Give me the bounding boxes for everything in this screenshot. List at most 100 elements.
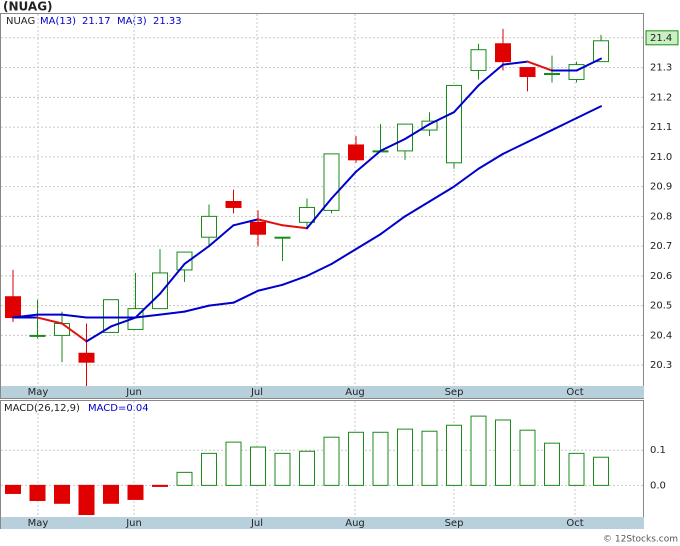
- candle-body: [152, 272, 168, 310]
- ma-line-segment: [232, 289, 259, 304]
- x-tick-label: Sep: [445, 518, 464, 529]
- candle-body: [78, 352, 95, 363]
- ma-line-segment: [330, 170, 357, 200]
- macd-bar: [250, 446, 266, 486]
- legend-label: MA(13): [40, 16, 76, 27]
- macd-bar: [152, 484, 168, 487]
- ma-line-segment: [208, 224, 235, 248]
- candle-body: [519, 67, 536, 77]
- x-tick-label: Jun: [125, 518, 142, 529]
- ma-line-segment: [502, 60, 529, 66]
- candle-body: [225, 200, 242, 208]
- macd-bar: [299, 450, 315, 486]
- y-tick-label: 20.9: [650, 182, 672, 193]
- x-tick-label: May: [28, 387, 49, 398]
- candle-body: [54, 323, 70, 336]
- macd-bar: [274, 452, 291, 486]
- candle-body: [421, 120, 438, 131]
- y-tick-label: 21.1: [650, 122, 672, 133]
- candle-body: [176, 251, 193, 271]
- candle-body: [470, 49, 487, 72]
- macd-bar: [495, 419, 511, 486]
- ma-line-segment: [159, 262, 186, 295]
- macd-bar: [54, 484, 70, 504]
- macd-bar: [127, 484, 144, 500]
- ma-line-segment: [36, 316, 63, 325]
- macd-panel: [0, 400, 644, 529]
- y-tick-label: 21.3: [650, 63, 672, 74]
- ma-line-segment: [330, 248, 357, 265]
- macd-bar: [176, 471, 193, 486]
- ma-line-segment: [61, 313, 88, 319]
- watermark: © 12Stocks.com: [603, 535, 678, 545]
- macd-bar: [78, 484, 95, 516]
- y-tick-label: 20.6: [650, 271, 672, 282]
- candle-body: [593, 40, 609, 63]
- ma-line-segment: [85, 325, 112, 343]
- last-price-label: 21.4: [650, 33, 672, 44]
- macd-bar: [372, 431, 389, 486]
- macd-bar: [5, 484, 21, 494]
- x-tick-label: May: [28, 518, 49, 529]
- candle-body: [397, 123, 413, 152]
- legend-value: 21.33: [153, 16, 182, 27]
- candle-body: [495, 43, 511, 63]
- ma-line-segment: [355, 149, 382, 173]
- ma-line-segment: [257, 283, 284, 292]
- ma-line-segment: [208, 301, 235, 307]
- macd-bar: [225, 441, 242, 486]
- macd-bar: [29, 484, 46, 501]
- macd-bar: [446, 424, 462, 486]
- macd-bar: [397, 428, 413, 486]
- ma-line-segment: [477, 152, 504, 170]
- ma-line-segment: [61, 322, 88, 343]
- y-tick-label: 20.5: [650, 301, 672, 312]
- macd-bar: [519, 429, 536, 486]
- candle-body: [5, 296, 21, 319]
- ma-line-segment: [575, 105, 602, 120]
- y-tick-label: 20.4: [650, 330, 672, 341]
- macd-bar: [593, 456, 609, 486]
- legend-symbol: NUAG: [6, 16, 35, 27]
- ma-line-segment: [110, 316, 137, 328]
- macd-date-strip: [1, 517, 644, 529]
- macd-bar: [323, 436, 340, 486]
- y-tick-label: 0.1: [650, 445, 666, 456]
- ma-line-segment: [183, 245, 210, 265]
- macd-bar: [470, 415, 487, 486]
- ma-line-segment: [379, 137, 406, 152]
- candle-body: [299, 206, 315, 223]
- ma-line-segment: [502, 140, 529, 155]
- ma-line-segment: [477, 63, 504, 87]
- y-tick-label: 21.2: [650, 92, 672, 103]
- candle-body: [29, 334, 46, 337]
- ma-line-segment: [183, 304, 210, 313]
- x-tick-label: Oct: [566, 387, 583, 398]
- candle-body: [544, 73, 560, 76]
- candle-body: [274, 236, 291, 239]
- ma-line-segment: [306, 262, 333, 277]
- ma-line-segment: [134, 292, 161, 319]
- ma-line-segment: [575, 57, 602, 72]
- legend-label: MA(3): [117, 16, 147, 27]
- ma-line-segment: [453, 167, 480, 188]
- macd-bar: [103, 484, 119, 504]
- candle-body: [568, 64, 585, 80]
- ma-line-segment: [159, 310, 186, 316]
- x-tick-label: Aug: [345, 518, 365, 529]
- ma-line-segment: [404, 123, 431, 140]
- x-tick-label: Jul: [250, 518, 263, 529]
- y-tick-label: 0.0: [650, 480, 666, 491]
- ma-line-segment: [526, 60, 553, 72]
- chart-title: (NUAG): [3, 0, 53, 14]
- candle-body: [348, 144, 364, 161]
- ma-line-segment: [355, 233, 382, 251]
- ma-line-segment: [281, 224, 308, 230]
- y-tick-label: 21.0: [650, 152, 672, 163]
- candle-body: [323, 153, 340, 211]
- ma-line-segment: [379, 215, 406, 236]
- ma-line-segment: [281, 274, 308, 286]
- ma-line-segment: [306, 197, 333, 230]
- candle-body: [446, 84, 462, 164]
